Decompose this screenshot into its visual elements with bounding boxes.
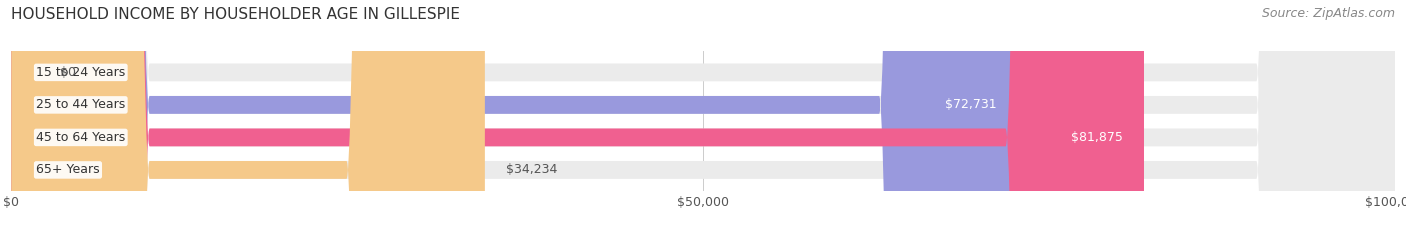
FancyBboxPatch shape bbox=[11, 0, 1144, 233]
Text: 25 to 44 Years: 25 to 44 Years bbox=[37, 98, 125, 111]
Text: 45 to 64 Years: 45 to 64 Years bbox=[37, 131, 125, 144]
FancyBboxPatch shape bbox=[11, 0, 1395, 233]
Text: Source: ZipAtlas.com: Source: ZipAtlas.com bbox=[1261, 7, 1395, 20]
FancyBboxPatch shape bbox=[11, 0, 485, 233]
FancyBboxPatch shape bbox=[11, 0, 1018, 233]
FancyBboxPatch shape bbox=[11, 0, 1395, 233]
FancyBboxPatch shape bbox=[11, 0, 1395, 233]
Text: 65+ Years: 65+ Years bbox=[37, 163, 100, 176]
Text: $81,875: $81,875 bbox=[1071, 131, 1123, 144]
Text: HOUSEHOLD INCOME BY HOUSEHOLDER AGE IN GILLESPIE: HOUSEHOLD INCOME BY HOUSEHOLDER AGE IN G… bbox=[11, 7, 460, 22]
FancyBboxPatch shape bbox=[11, 0, 1395, 233]
Text: $72,731: $72,731 bbox=[945, 98, 997, 111]
Text: 15 to 24 Years: 15 to 24 Years bbox=[37, 66, 125, 79]
Text: $0: $0 bbox=[59, 66, 76, 79]
Text: $34,234: $34,234 bbox=[506, 163, 557, 176]
